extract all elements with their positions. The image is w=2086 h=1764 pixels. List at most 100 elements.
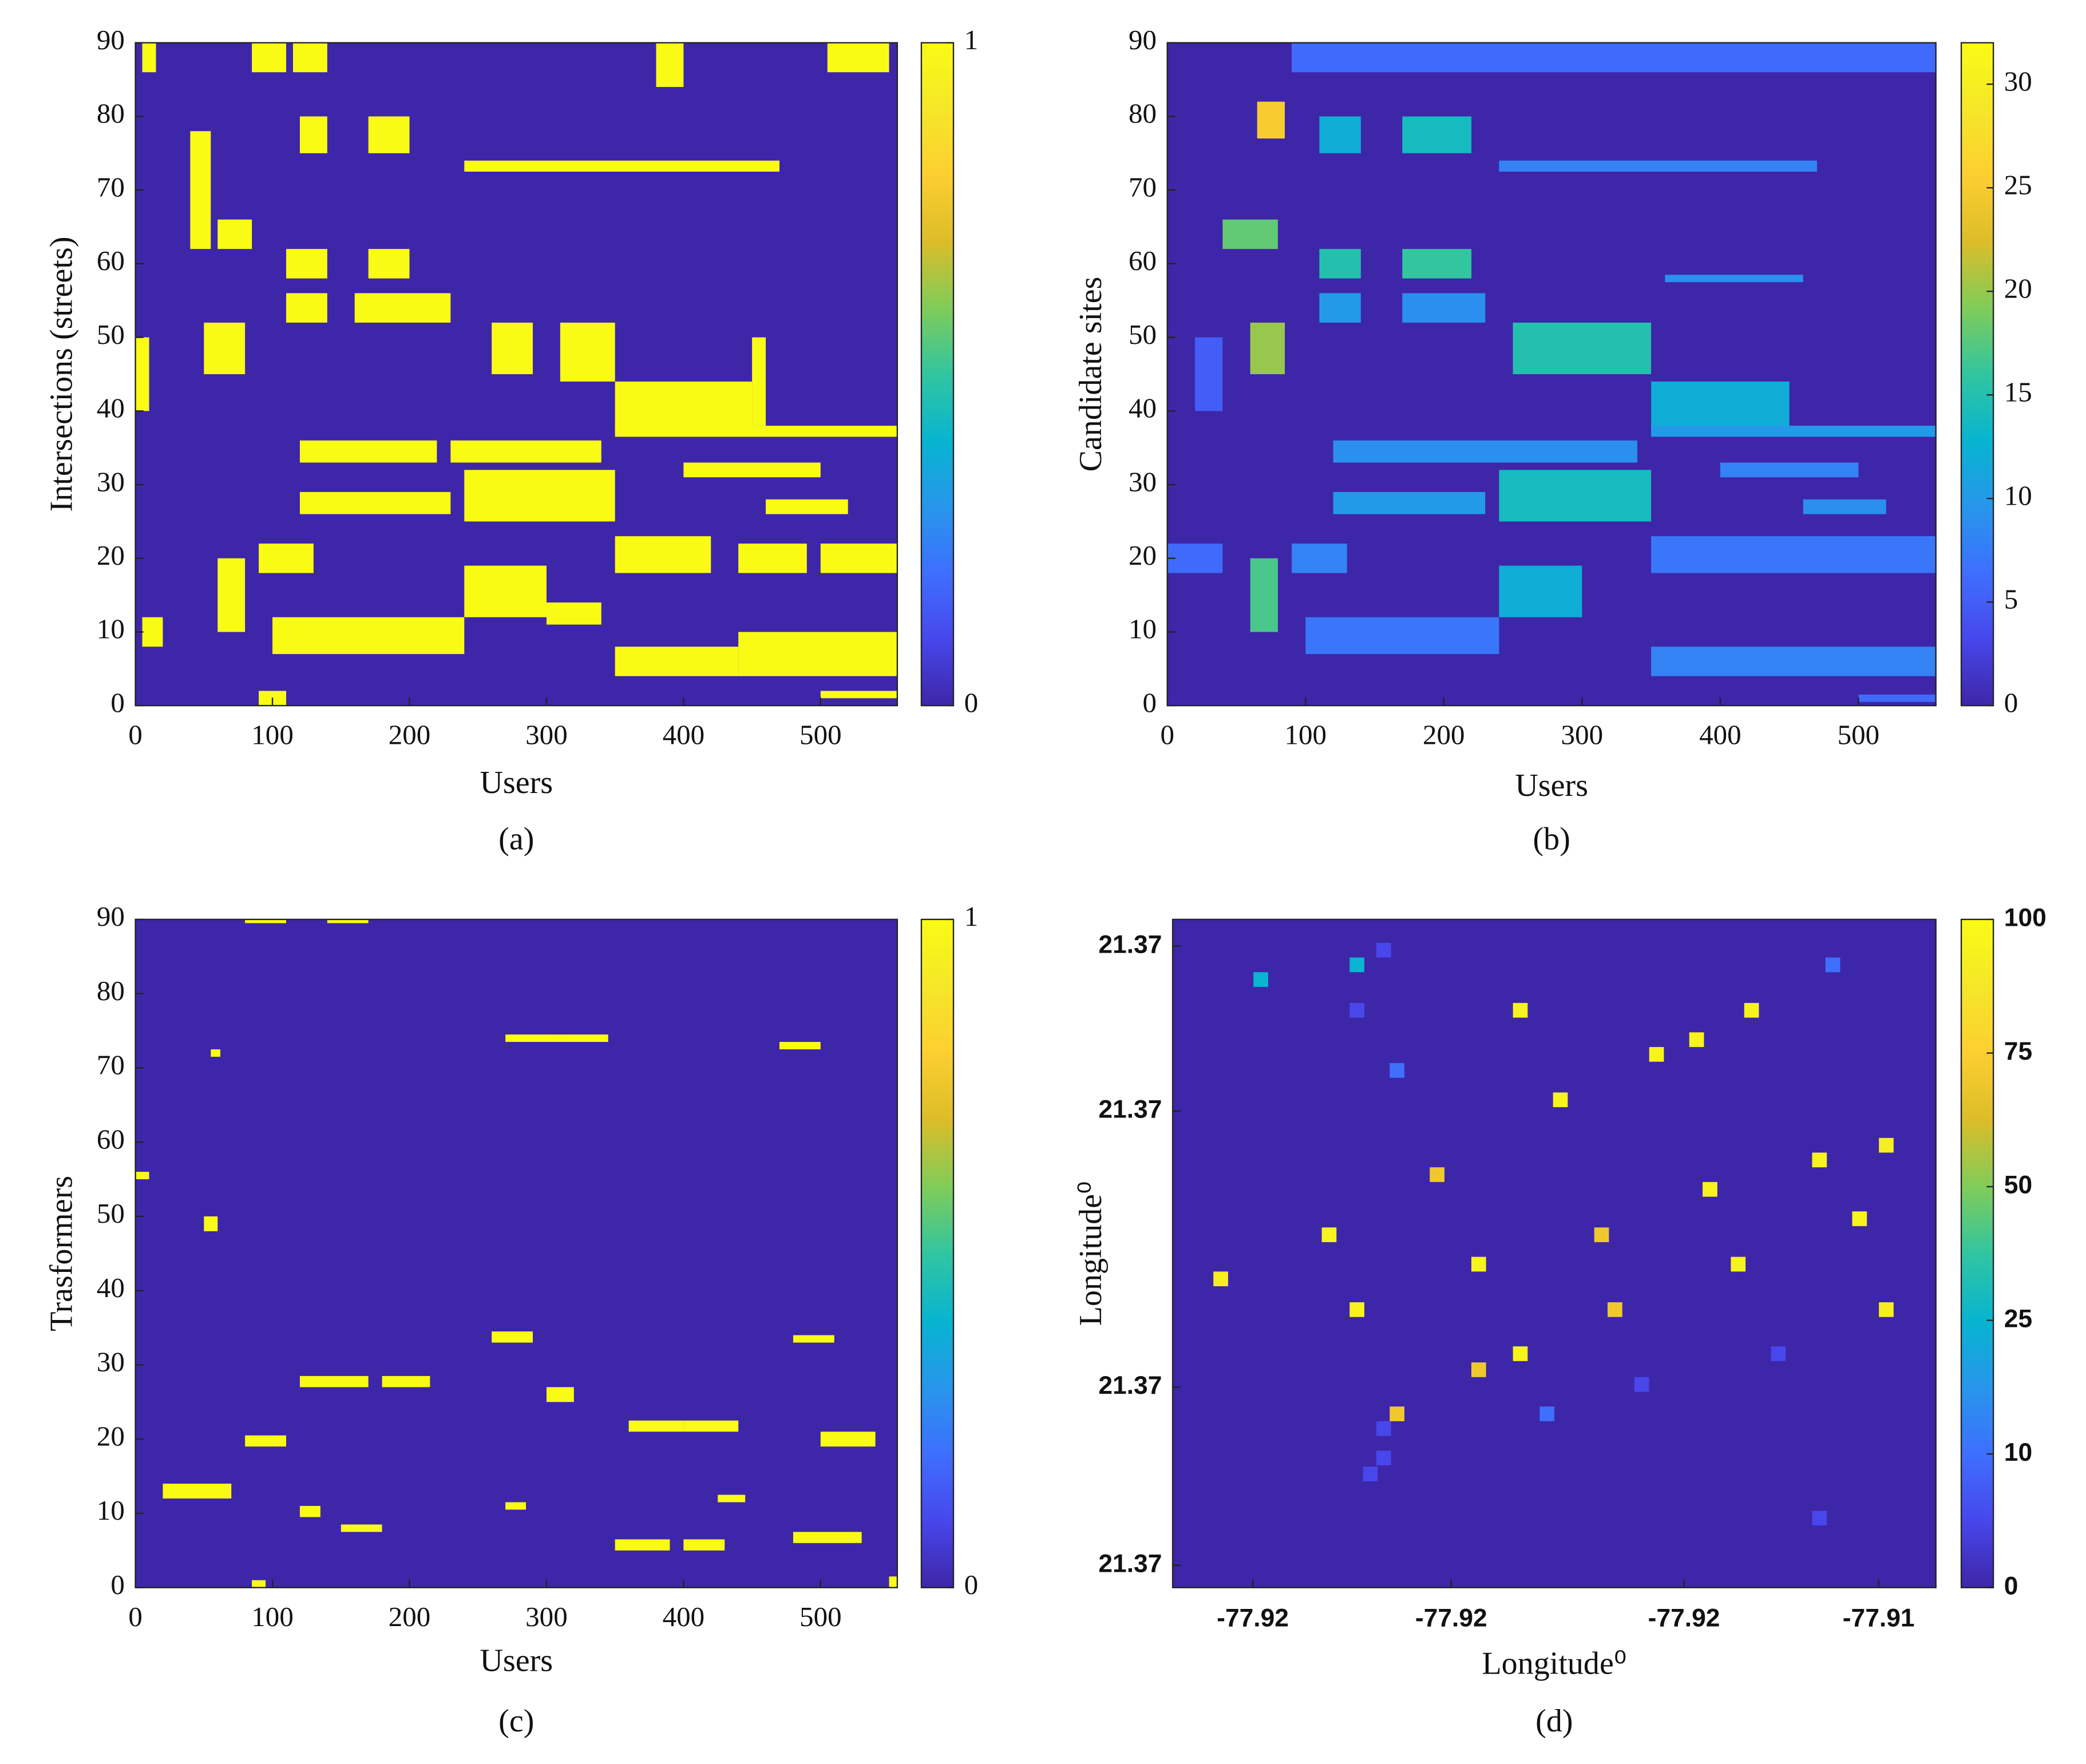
colorbar xyxy=(920,918,955,1588)
x-tick-label: 300 xyxy=(1561,719,1604,751)
y-tick-label: 20 xyxy=(97,1420,125,1452)
colorbar xyxy=(1960,42,1994,707)
point-cell xyxy=(1731,1256,1746,1272)
heatmap-cell xyxy=(341,1524,382,1532)
y-tick-label: 50 xyxy=(1129,319,1157,350)
colorbar-tick-label: 5 xyxy=(2004,583,2018,615)
heatmap-cell xyxy=(1499,565,1582,617)
point-cell xyxy=(1852,1211,1867,1226)
heatmap-cell xyxy=(766,499,848,514)
caption: (c) xyxy=(498,1703,534,1739)
heatmap-cell xyxy=(1803,499,1886,514)
caption: (b) xyxy=(1533,821,1570,857)
point-cell xyxy=(1213,1271,1228,1287)
heatmap-cell xyxy=(793,1335,834,1343)
y-tick-label: 30 xyxy=(1129,466,1157,497)
heatmap-cell xyxy=(464,160,779,172)
y-tick-label: 21.37 xyxy=(1098,1095,1162,1123)
y-tick-label: 40 xyxy=(97,393,125,424)
y-tick-label: 0 xyxy=(110,1569,125,1600)
heatmap-cell xyxy=(142,617,163,647)
point-cell xyxy=(1321,1227,1337,1242)
y-tick-label: 90 xyxy=(1129,24,1157,56)
heatmap-cell xyxy=(1195,337,1223,411)
y-tick-label: 10 xyxy=(1129,613,1157,645)
heatmap-fill xyxy=(1173,919,1936,1588)
x-tick-label: -77.91 xyxy=(1843,1604,1915,1632)
heatmap-cell xyxy=(252,1580,266,1588)
y-tick-label: 70 xyxy=(97,171,125,203)
y-tick-label: 30 xyxy=(97,1346,125,1378)
point-cell xyxy=(1634,1377,1649,1392)
y-tick-label: 80 xyxy=(97,975,125,1006)
y-tick-label: 50 xyxy=(97,1198,125,1229)
heatmap-cell xyxy=(286,249,327,279)
x-tick-label: 0 xyxy=(1160,719,1174,751)
y-tick-label: 70 xyxy=(97,1049,125,1081)
heatmap-cell xyxy=(204,1216,218,1231)
heatmap-cell xyxy=(793,1532,862,1543)
colorbar-tick-label: 50 xyxy=(2004,1171,2032,1199)
heatmap-cell xyxy=(1499,470,1652,522)
heatmap-cell xyxy=(683,1539,725,1551)
heatmap-cell xyxy=(1250,558,1278,632)
point-cell xyxy=(1349,957,1364,973)
heatmap-cell xyxy=(382,1375,430,1388)
y-tick-label: 0 xyxy=(110,687,125,718)
y-tick-label: 60 xyxy=(1129,245,1157,276)
heatmap-cell xyxy=(190,131,211,249)
point-cell xyxy=(1471,1362,1486,1377)
x-tick-label: -77.92 xyxy=(1648,1604,1720,1632)
x-axis-label: Users xyxy=(1515,768,1588,803)
colorbar-tick-label: 10 xyxy=(2004,479,2032,511)
heatmap-cell xyxy=(299,1375,369,1388)
caption: (a) xyxy=(498,821,534,857)
x-axis-label: Longitude⁰ xyxy=(1482,1646,1626,1681)
heatmap-cell xyxy=(1402,293,1486,323)
x-tick-label: 500 xyxy=(799,1601,842,1632)
y-tick-label: 10 xyxy=(97,613,125,645)
plot-frame xyxy=(1166,42,1937,707)
heatmap-cell xyxy=(1651,381,1790,433)
x-tick-label: 100 xyxy=(251,719,294,751)
heatmap-cell xyxy=(299,116,327,153)
heatmap-cell xyxy=(1513,322,1652,374)
point-cell xyxy=(1689,1032,1704,1047)
heatmap-cell xyxy=(135,337,149,411)
y-tick-label: 30 xyxy=(97,466,125,497)
y-tick-label: 10 xyxy=(97,1495,125,1526)
point-cell xyxy=(1825,957,1840,973)
colorbar-tick-label: 15 xyxy=(2004,376,2032,407)
colorbar-tick-label: 25 xyxy=(2004,169,2032,200)
heatmap-cell xyxy=(1651,647,1936,676)
heatmap-cell xyxy=(354,293,451,323)
point-cell xyxy=(1703,1182,1717,1197)
heatmap-cell xyxy=(135,1172,149,1180)
point-cell xyxy=(1649,1046,1664,1062)
colorbar-tick-label: 100 xyxy=(2004,904,2047,932)
heatmap-cell xyxy=(560,1034,608,1042)
heatmap-cell xyxy=(683,462,821,478)
y-tick-label: 80 xyxy=(1129,98,1157,129)
heatmap-cell xyxy=(683,1420,739,1432)
heatmap-cell xyxy=(464,470,615,522)
x-tick-label: 200 xyxy=(389,719,431,751)
heatmap-cell xyxy=(1333,491,1486,514)
y-tick-label: 21.37 xyxy=(1098,1371,1162,1400)
heatmap-cell xyxy=(492,1331,533,1343)
heatmap-cell xyxy=(368,249,410,279)
point-cell xyxy=(1390,1063,1404,1078)
heatmap-cell xyxy=(1402,116,1472,153)
point-cell xyxy=(1376,1421,1391,1436)
plot-frame xyxy=(134,918,898,1588)
heatmap-cell xyxy=(1167,544,1223,573)
x-tick-label: 400 xyxy=(663,719,705,751)
point-cell xyxy=(1376,1450,1391,1465)
point-cell xyxy=(1363,1466,1378,1482)
y-tick-label: 20 xyxy=(97,540,125,571)
y-tick-label: 60 xyxy=(97,1123,125,1155)
heatmap-cell xyxy=(1665,275,1803,283)
x-tick-label: -77.92 xyxy=(1217,1604,1289,1632)
heatmap-cell xyxy=(1292,42,1936,73)
